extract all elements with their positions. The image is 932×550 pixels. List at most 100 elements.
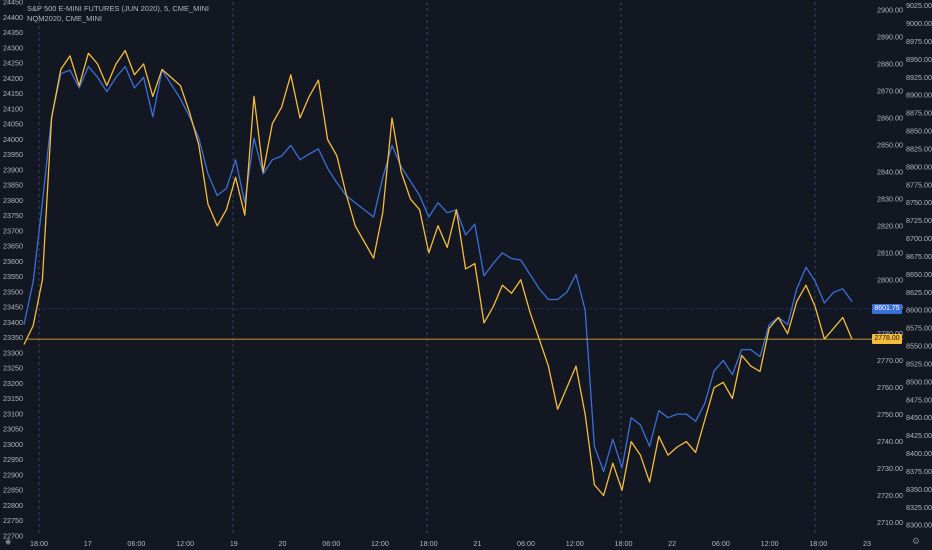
left-axis-tick-18: 23600 bbox=[3, 257, 23, 266]
mid-axis-tick-18: 2890.00 bbox=[877, 33, 903, 42]
right-axis-tick-28: 9000.00 bbox=[906, 19, 932, 28]
left-axis-tick-35: 24450 bbox=[3, 0, 23, 7]
left-axis-tick-13: 23350 bbox=[3, 333, 23, 342]
right-axis-tick-24: 8900.00 bbox=[906, 91, 932, 100]
left-axis-tick-17: 23550 bbox=[3, 272, 23, 281]
left-axis-tick-0: 22700 bbox=[3, 532, 23, 541]
time-axis-tick-4: 19 bbox=[230, 539, 238, 548]
mid-axis-tick-6: 2770.00 bbox=[877, 356, 903, 365]
legend-compare-symbol[interactable]: NQM2020, CME_MINI bbox=[27, 14, 103, 23]
right-axis-tick-16: 8700.00 bbox=[906, 234, 932, 243]
time-axis-tick-0: 18:00 bbox=[30, 539, 48, 548]
right-axis-tick-22: 8850.00 bbox=[906, 127, 932, 136]
right-price-axis[interactable]: 8300.00 8325.00 8350.00 8375.00 8400.00 8425.… bbox=[906, 1, 932, 530]
mid-axis-tick-12: 2830.00 bbox=[877, 194, 903, 203]
left-axis-tick-12: 23300 bbox=[3, 348, 23, 357]
tradingview-logo-icon: ◆ bbox=[5, 537, 12, 546]
right-axis-tick-6: 8450.00 bbox=[906, 413, 932, 422]
es-series-line bbox=[23, 49, 853, 497]
mid-axis-tick-19: 2900.00 bbox=[877, 6, 903, 15]
mid-axis-tick-4: 2750.00 bbox=[877, 410, 903, 419]
left-axis-tick-34: 24400 bbox=[3, 13, 23, 22]
left-axis-tick-30: 24200 bbox=[3, 74, 23, 83]
time-axis[interactable]: 18:00 17 06:00 12:00 19 20 06:00 12:00 18:00 21 06… bbox=[30, 539, 871, 548]
left-axis-tick-24: 23900 bbox=[3, 165, 23, 174]
chart-legend[interactable]: S&P 500 E-MINI FUTURES (JUN 2020), 5, CM… bbox=[27, 4, 209, 24]
left-axis-tick-26: 24000 bbox=[3, 135, 23, 144]
right-axis-tick-8: 8500.00 bbox=[906, 377, 932, 386]
right-axis-tick-27: 8975.00 bbox=[906, 37, 932, 46]
right-axis-tick-19: 8775.00 bbox=[906, 180, 932, 189]
left-axis-tick-14: 23400 bbox=[3, 318, 23, 327]
left-axis-tick-32: 24300 bbox=[3, 43, 23, 52]
right-axis-tick-1: 8325.00 bbox=[906, 503, 932, 512]
session-grid-lines bbox=[38, 2, 816, 536]
series-layer bbox=[23, 49, 853, 497]
time-axis-tick-12: 18:00 bbox=[614, 539, 632, 548]
left-axis-tick-23: 23850 bbox=[3, 181, 23, 190]
left-axis-tick-22: 23800 bbox=[3, 196, 23, 205]
time-axis-tick-14: 06:00 bbox=[712, 539, 730, 548]
mid-axis-tick-16: 2870.00 bbox=[877, 87, 903, 96]
mid-price-axis[interactable]: 2710.00 2720.00 2730.00 2740.00 2750.00 2760.… bbox=[877, 6, 903, 527]
right-axis-tick-12: 8600.00 bbox=[906, 306, 932, 315]
left-axis-tick-10: 23200 bbox=[3, 379, 23, 388]
left-axis-tick-21: 23750 bbox=[3, 211, 23, 220]
left-axis-tick-27: 24050 bbox=[3, 120, 23, 129]
time-axis-tick-17: 23 bbox=[863, 539, 871, 548]
left-axis-tick-25: 23950 bbox=[3, 150, 23, 159]
left-price-axis[interactable]: 22700 22750 22800 22850 22900 22950 23000 23050… bbox=[3, 0, 23, 541]
time-axis-tick-5: 20 bbox=[279, 539, 287, 548]
time-axis-tick-2: 06:00 bbox=[127, 539, 145, 548]
left-axis-tick-31: 24250 bbox=[3, 59, 23, 68]
mid-axis-tick-9: 2800.00 bbox=[877, 275, 903, 284]
left-axis-tick-9: 23150 bbox=[3, 394, 23, 403]
right-axis-tick-17: 8725.00 bbox=[906, 216, 932, 225]
mid-axis-tick-15: 2860.00 bbox=[877, 113, 903, 122]
time-axis-tick-8: 18:00 bbox=[420, 539, 438, 548]
left-axis-tick-20: 23700 bbox=[3, 226, 23, 235]
right-axis-tick-20: 8800.00 bbox=[906, 162, 932, 171]
right-axis-tick-10: 8550.00 bbox=[906, 342, 932, 351]
right-axis-tick-5: 8425.00 bbox=[906, 431, 932, 440]
left-axis-tick-6: 23000 bbox=[3, 440, 23, 449]
right-axis-tick-13: 8625.00 bbox=[906, 288, 932, 297]
left-axis-tick-28: 24100 bbox=[3, 104, 23, 113]
nq-last-price-badge: 8601.75 bbox=[872, 303, 902, 314]
left-axis-tick-3: 22850 bbox=[3, 486, 23, 495]
left-axis-tick-33: 24350 bbox=[3, 28, 23, 37]
mid-axis-tick-0: 2710.00 bbox=[877, 518, 903, 527]
mid-axis-tick-13: 2840.00 bbox=[877, 167, 903, 176]
left-axis-tick-7: 23050 bbox=[3, 425, 23, 434]
right-axis-tick-25: 8925.00 bbox=[906, 73, 932, 82]
left-axis-tick-15: 23450 bbox=[3, 303, 23, 312]
mid-axis-tick-2: 2730.00 bbox=[877, 464, 903, 473]
right-axis-tick-26: 8950.00 bbox=[906, 55, 932, 64]
right-axis-tick-3: 8375.00 bbox=[906, 467, 932, 476]
settings-gear-icon[interactable]: ⚙ bbox=[911, 536, 920, 546]
mid-axis-tick-3: 2740.00 bbox=[877, 437, 903, 446]
time-axis-tick-7: 12:00 bbox=[371, 539, 389, 548]
right-axis-tick-23: 8875.00 bbox=[906, 109, 932, 118]
right-axis-tick-11: 8575.00 bbox=[906, 324, 932, 333]
time-axis-tick-10: 06:00 bbox=[517, 539, 535, 548]
left-axis-tick-1: 22750 bbox=[3, 516, 23, 525]
mid-axis-tick-7: 2780.00 bbox=[877, 329, 903, 338]
right-axis-tick-2: 8350.00 bbox=[906, 485, 932, 494]
legend-main-symbol[interactable]: S&P 500 E-MINI FUTURES (JUN 2020), 5, CM… bbox=[27, 4, 209, 13]
time-axis-tick-13: 22 bbox=[668, 539, 676, 548]
right-axis-tick-21: 8825.00 bbox=[906, 144, 932, 153]
mid-axis-tick-17: 2880.00 bbox=[877, 60, 903, 69]
time-axis-tick-1: 17 bbox=[84, 539, 92, 548]
right-axis-tick-15: 8675.00 bbox=[906, 252, 932, 261]
time-axis-tick-9: 21 bbox=[473, 539, 481, 548]
right-axis-tick-14: 8650.00 bbox=[906, 270, 932, 279]
left-axis-tick-8: 23100 bbox=[3, 409, 23, 418]
mid-axis-tick-1: 2720.00 bbox=[877, 491, 903, 500]
right-axis-tick-7: 8475.00 bbox=[906, 395, 932, 404]
mid-axis-tick-14: 2850.00 bbox=[877, 140, 903, 149]
right-axis-tick-0: 8300.00 bbox=[906, 521, 932, 530]
mid-axis-tick-11: 2820.00 bbox=[877, 221, 903, 230]
